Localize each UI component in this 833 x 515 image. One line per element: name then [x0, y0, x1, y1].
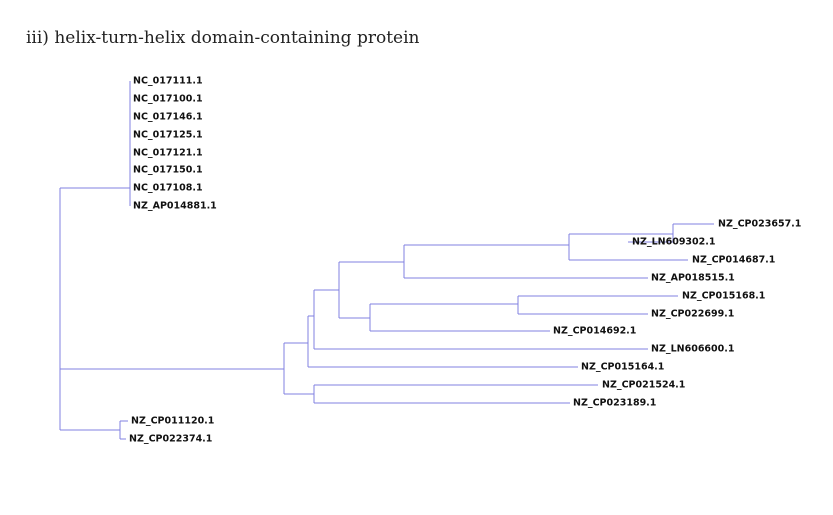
leaf-label-nc-017146-1: NC_017146.1: [133, 112, 203, 123]
figure-caption: iii) helix-turn-helix domain-containing …: [26, 28, 420, 48]
tree-leaf-labels: NC_017111.1 NC_017100.1 NC_017146.1 NC_0171…: [129, 76, 801, 445]
leaf-label-nz-cp015164-1: NZ_CP015164.1: [581, 362, 664, 373]
leaf-label-nz-ln609302-1: NZ_LN609302.1: [632, 237, 715, 248]
leaf-label-nz-ap018515-1: NZ_AP018515.1: [651, 273, 735, 284]
leaf-label-nz-cp014692-1: NZ_CP014692.1: [553, 326, 636, 337]
leaf-label-nc-017125-1: NC_017125.1: [133, 130, 203, 141]
leaf-label-nz-cp022699-1: NZ_CP022699.1: [651, 309, 734, 320]
leaf-label-nc-017100-1: NC_017100.1: [133, 94, 203, 105]
leaf-label-nc-017108-1: NC_017108.1: [133, 183, 203, 194]
leaf-label-nc-017111-1: NC_017111.1: [133, 76, 203, 87]
leaf-label-nz-ln606600-1: NZ_LN606600.1: [651, 344, 734, 355]
leaf-label-nz-cp021524-1: NZ_CP021524.1: [602, 380, 685, 391]
leaf-label-nz-cp023189-1: NZ_CP023189.1: [573, 398, 656, 409]
leaf-label-nz-ap014881-1: NZ_AP014881.1: [133, 201, 217, 212]
leaf-label-nz-cp011120-1: NZ_CP011120.1: [131, 416, 214, 427]
leaf-label-nz-cp015168-1: NZ_CP015168.1: [682, 291, 765, 302]
leaf-label-nz-cp014687-1: NZ_CP014687.1: [692, 255, 775, 266]
tree-branches: [59, 81, 714, 440]
leaf-label-nz-cp022374-1: NZ_CP022374.1: [129, 434, 212, 445]
leaf-label-nc-017150-1: NC_017150.1: [133, 165, 203, 176]
leaf-label-nc-017121-1: NC_017121.1: [133, 148, 203, 159]
leaf-label-nz-cp023657-1: NZ_CP023657.1: [718, 219, 801, 230]
